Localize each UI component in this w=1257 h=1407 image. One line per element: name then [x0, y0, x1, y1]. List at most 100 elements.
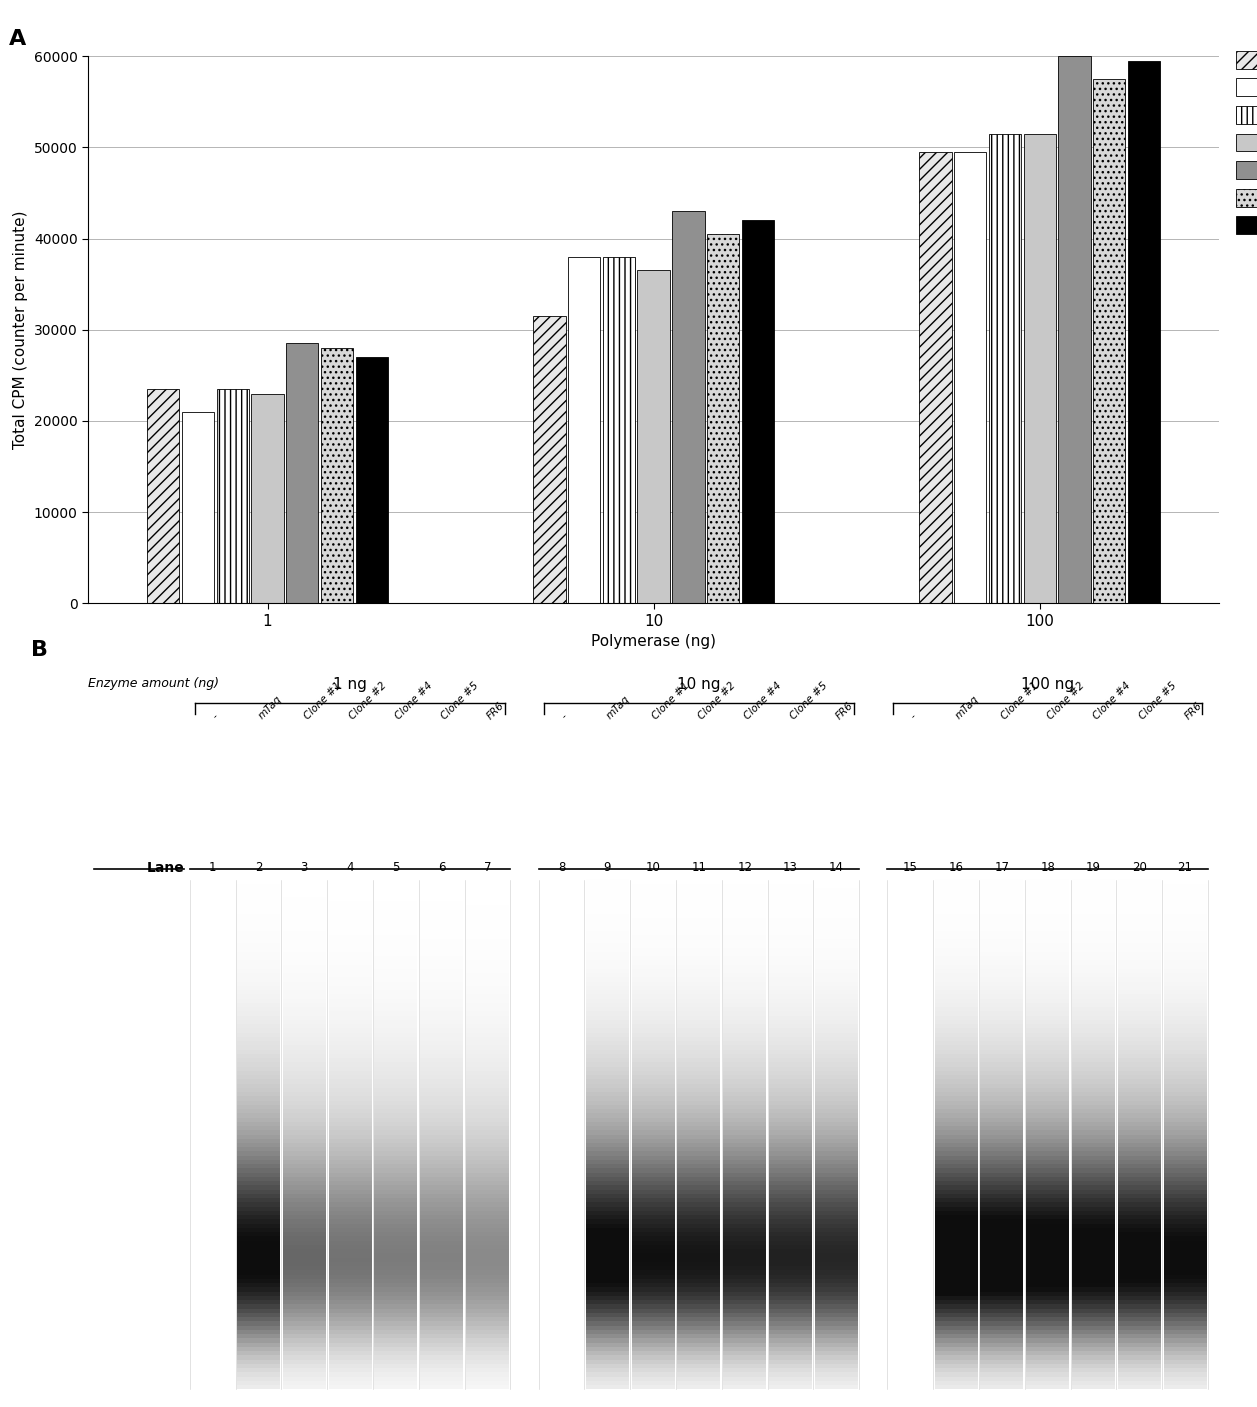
Bar — [238, 1334, 280, 1338]
Bar — [631, 1325, 675, 1330]
Text: -: - — [559, 712, 569, 720]
Bar — [1026, 1299, 1070, 1304]
Bar — [191, 1126, 234, 1130]
Bar — [1072, 1126, 1115, 1130]
Bar — [631, 1092, 675, 1096]
Bar — [1026, 951, 1070, 957]
Bar — [1164, 947, 1207, 953]
Bar — [1026, 1197, 1070, 1203]
Bar — [283, 879, 326, 884]
Bar — [678, 985, 720, 991]
Bar — [723, 1235, 767, 1241]
Bar — [769, 1036, 812, 1041]
Bar — [328, 1235, 372, 1241]
Bar — [815, 1104, 857, 1109]
Bar — [238, 1062, 280, 1067]
Bar — [283, 1290, 326, 1296]
Bar — [466, 1330, 509, 1334]
Bar — [328, 1223, 372, 1228]
Bar — [678, 1079, 720, 1083]
Bar — [1072, 1117, 1115, 1121]
Bar — [1117, 1155, 1160, 1159]
Bar — [723, 1256, 767, 1262]
Bar — [1026, 1282, 1070, 1287]
Bar — [283, 1096, 326, 1100]
Bar — [723, 960, 767, 965]
Bar — [1026, 985, 1070, 991]
Bar — [238, 1338, 280, 1342]
Bar — [466, 1325, 509, 1330]
Bar — [631, 1290, 675, 1296]
Bar — [1026, 1172, 1070, 1178]
Bar — [1117, 1185, 1160, 1190]
Bar — [1117, 1062, 1160, 1067]
Bar — [420, 955, 463, 961]
Bar — [631, 1096, 675, 1100]
Bar — [889, 1278, 931, 1283]
Bar — [815, 1321, 857, 1325]
Bar — [1072, 1304, 1115, 1309]
Bar — [815, 1282, 857, 1287]
Bar — [1026, 1088, 1070, 1092]
Bar — [1164, 1048, 1207, 1054]
Bar — [980, 1227, 1023, 1233]
Bar — [935, 1317, 978, 1321]
Bar — [541, 1380, 583, 1384]
Bar — [328, 1202, 372, 1207]
Bar — [328, 964, 372, 969]
Bar — [283, 1261, 326, 1266]
Bar — [328, 1218, 372, 1224]
Bar — [191, 964, 234, 969]
Bar — [815, 1088, 857, 1092]
Bar — [238, 917, 280, 922]
Bar — [815, 1151, 857, 1155]
Bar — [1164, 1100, 1207, 1104]
Bar — [1117, 1040, 1160, 1045]
Bar — [631, 1138, 675, 1142]
Bar — [1026, 1206, 1070, 1211]
Bar — [631, 905, 675, 909]
Bar — [191, 938, 234, 944]
Bar — [1117, 964, 1160, 969]
Bar — [1117, 1210, 1160, 1216]
Bar — [375, 1210, 417, 1216]
Bar — [1026, 1244, 1070, 1249]
Bar — [1072, 1010, 1115, 1016]
Text: B: B — [31, 640, 49, 660]
Bar — [541, 1062, 583, 1067]
Bar — [1164, 1075, 1207, 1079]
Bar — [980, 1067, 1023, 1071]
Bar — [420, 934, 463, 940]
Bar — [1026, 1269, 1070, 1275]
Bar — [889, 1164, 931, 1168]
Bar — [631, 1235, 675, 1241]
Bar — [769, 1202, 812, 1207]
Bar — [887, 879, 1208, 1389]
Bar — [980, 998, 1023, 1003]
Bar — [191, 1227, 234, 1233]
Bar — [678, 1278, 720, 1283]
Bar — [769, 1376, 812, 1380]
Bar — [935, 972, 978, 978]
Bar — [420, 1142, 463, 1147]
Bar — [586, 1252, 628, 1258]
Bar — [191, 1342, 234, 1346]
Bar — [375, 1269, 417, 1275]
Bar — [586, 1273, 628, 1279]
Bar — [420, 1159, 463, 1164]
Bar — [420, 1317, 463, 1321]
Bar — [466, 976, 509, 982]
Bar — [723, 976, 767, 982]
Bar — [723, 1126, 767, 1130]
Bar — [466, 1031, 509, 1037]
Bar — [191, 1113, 234, 1117]
Bar — [328, 1294, 372, 1300]
Bar — [238, 1193, 280, 1199]
Bar — [541, 1113, 583, 1117]
Bar — [466, 1083, 509, 1088]
Bar — [889, 1218, 931, 1224]
Bar — [541, 1044, 583, 1050]
Bar — [1117, 1100, 1160, 1104]
Bar — [375, 1321, 417, 1325]
Bar — [815, 1346, 857, 1351]
